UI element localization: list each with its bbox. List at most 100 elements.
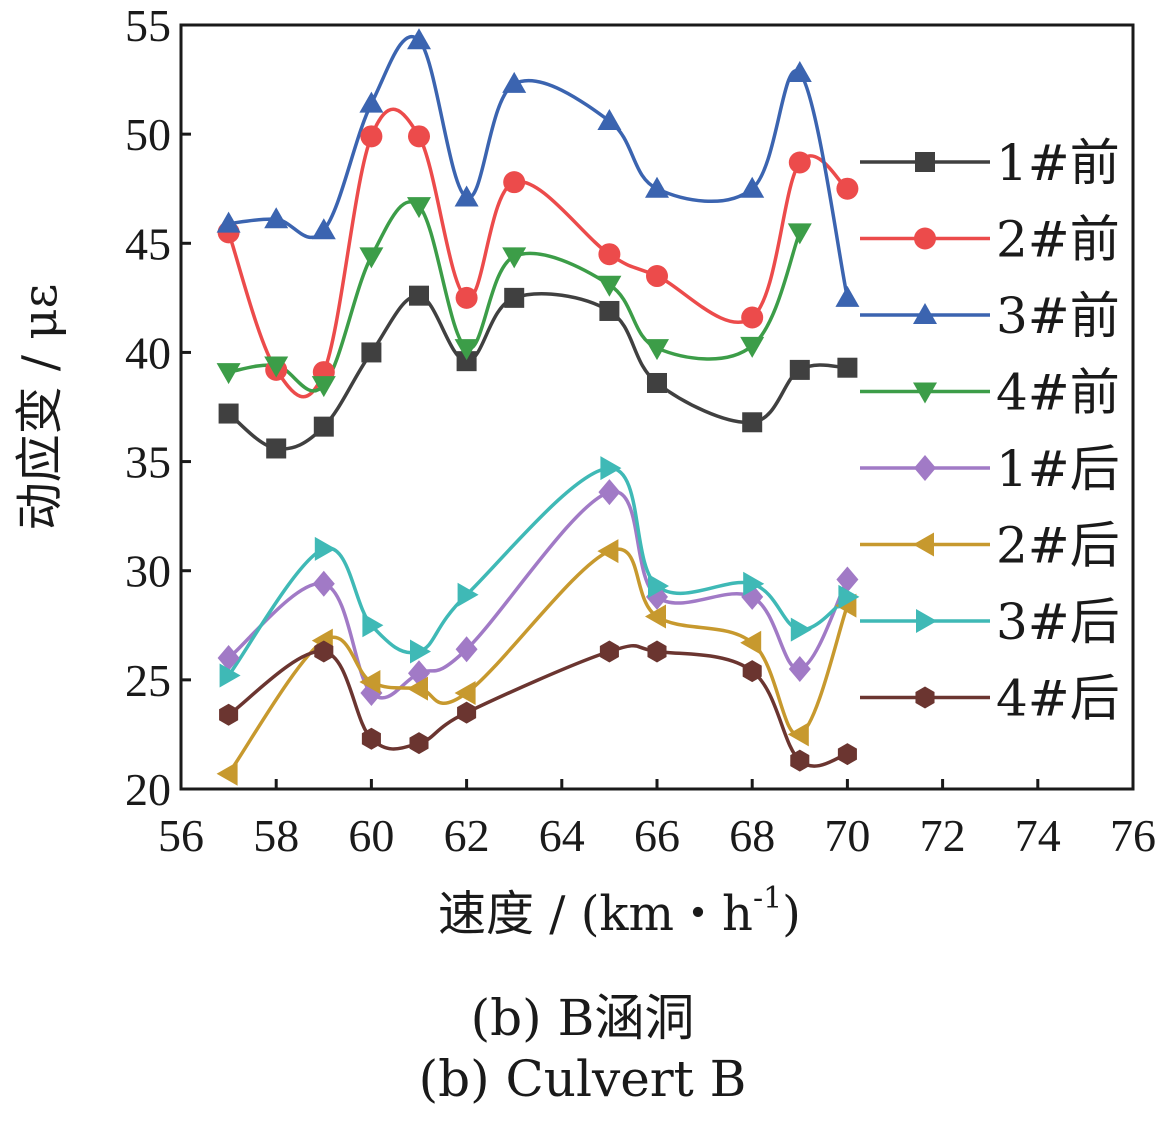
y-tick-label: 45: [125, 218, 171, 269]
data-point: [407, 28, 431, 50]
legend-marker: [914, 455, 936, 481]
data-point: [648, 573, 669, 598]
data-point: [788, 655, 811, 682]
x-tick-label: 66: [634, 810, 680, 861]
data-point: [599, 300, 620, 321]
data-point: [645, 339, 669, 361]
y-tick-label: 20: [125, 764, 171, 815]
data-point: [838, 584, 860, 609]
data-point: [264, 356, 289, 378]
data-point: [502, 247, 527, 269]
data-point: [787, 223, 812, 245]
data-point: [216, 761, 238, 786]
data-point: [217, 645, 240, 672]
data-point: [409, 732, 429, 755]
data-point: [455, 286, 478, 309]
x-tick-label: 70: [824, 810, 870, 861]
data-point: [361, 342, 382, 363]
data-point: [362, 613, 384, 638]
x-tick-label: 72: [920, 810, 966, 861]
data-point: [837, 743, 857, 766]
data-point: [645, 604, 666, 629]
data-point: [836, 566, 859, 593]
legend: 1#前 2#前 3#前 4#前 1#后 2#后 3#后 4#后: [860, 134, 1120, 728]
data-point: [790, 749, 810, 772]
data-point: [787, 61, 812, 83]
data-point: [836, 177, 859, 200]
y-tick-label: 30: [125, 546, 171, 597]
data-point: [219, 663, 241, 688]
data-point: [457, 582, 479, 607]
y-axis: 20 25 30 35 40 45 50 55: [125, 0, 191, 815]
data-point: [645, 176, 669, 198]
series-line-7: [227, 466, 849, 677]
data-point: [597, 539, 619, 564]
data-point: [787, 722, 809, 747]
data-point: [742, 412, 763, 433]
x-axis-title: 速度 / (km・h-1): [438, 881, 801, 940]
x-axis-title-close: ): [782, 886, 801, 940]
data-point: [600, 456, 622, 481]
y-tick-label: 40: [125, 327, 171, 378]
data-point: [647, 372, 667, 393]
data-point: [457, 701, 477, 724]
legend-marker: [916, 609, 937, 633]
data-point: [407, 197, 431, 219]
legend-label: 3#前: [996, 287, 1120, 345]
data-point: [219, 703, 239, 726]
data-point: [454, 680, 476, 705]
x-axis: 56 58 60 62 64 66 68 70 72 74 76: [158, 779, 1156, 861]
legend-marker: [913, 382, 937, 404]
data-point: [835, 285, 860, 307]
series-markers: [216, 28, 860, 786]
data-point: [647, 640, 667, 663]
legend-label: 3#后: [996, 593, 1120, 651]
data-point: [312, 570, 335, 597]
legend-marker: [915, 152, 935, 172]
data-point: [311, 376, 336, 398]
legend-marker: [914, 227, 936, 250]
y-axis-title: 动应变 / με: [12, 284, 68, 531]
legend-marker: [913, 532, 934, 557]
data-point: [361, 727, 381, 750]
x-axis-title-superscript: -1: [753, 881, 782, 916]
data-point: [504, 287, 525, 308]
data-point: [788, 151, 811, 174]
data-point: [502, 71, 527, 93]
data-point: [742, 660, 762, 683]
data-point: [455, 636, 478, 663]
plot-frame: [179, 23, 1135, 791]
data-point: [740, 336, 765, 358]
x-tick-label: 74: [1015, 810, 1061, 861]
data-point: [454, 339, 479, 361]
x-tick-label: 76: [1110, 810, 1156, 861]
data-point: [789, 359, 810, 380]
data-point: [314, 640, 334, 663]
legend-label: 4#后: [996, 670, 1120, 728]
data-point: [454, 185, 479, 207]
x-tick-label: 64: [539, 810, 585, 861]
data-point: [218, 403, 239, 424]
x-tick-label: 68: [729, 810, 775, 861]
y-tick-label: 50: [125, 109, 171, 160]
legend-label: 1#后: [996, 440, 1120, 498]
series-line-3: [228, 35, 850, 299]
data-point: [599, 640, 619, 663]
data-point: [598, 479, 621, 506]
x-axis-title-main: 速度 / (km・h: [438, 886, 753, 940]
data-point: [743, 571, 765, 596]
data-point: [456, 351, 477, 372]
caption-english: (b) Culvert B: [418, 1050, 747, 1108]
y-tick-label: 55: [125, 0, 171, 51]
x-tick-label: 62: [444, 810, 490, 861]
data-point: [407, 676, 428, 701]
series-line-5: [227, 489, 849, 700]
data-point: [359, 247, 384, 269]
caption-chinese: (b) B涵洞: [470, 989, 695, 1047]
data-point: [410, 639, 431, 664]
data-point: [790, 617, 812, 642]
x-tick-label: 58: [253, 810, 299, 861]
data-point: [359, 91, 384, 113]
data-point: [311, 218, 336, 240]
